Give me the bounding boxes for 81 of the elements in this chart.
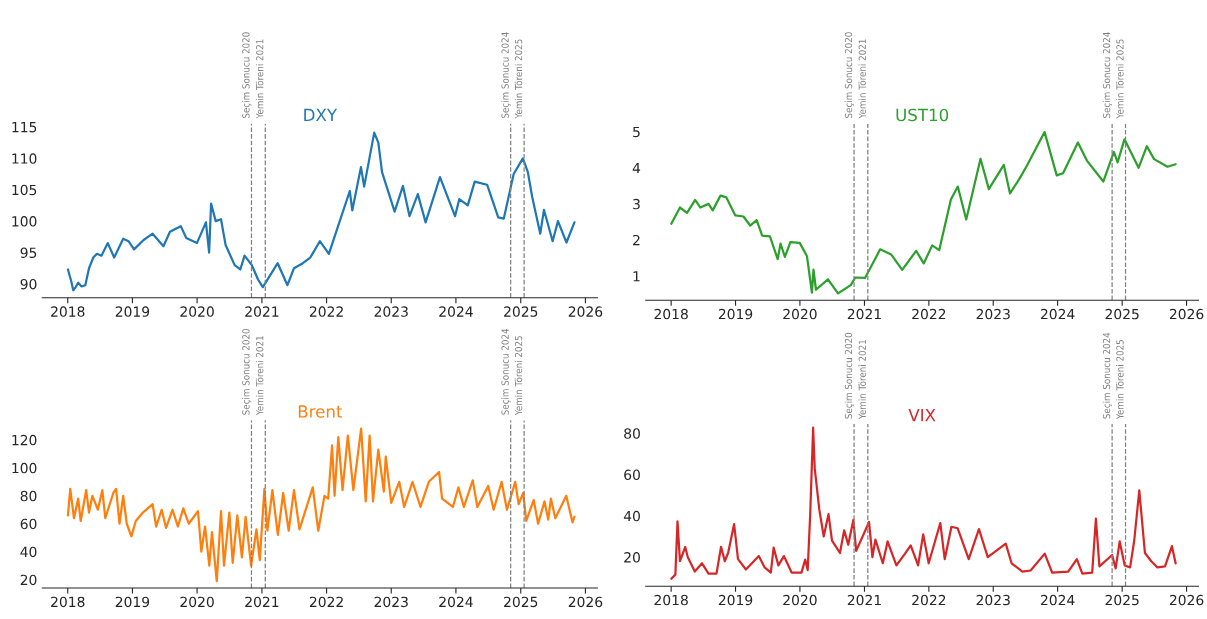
y-tick-label: 4: [632, 162, 641, 174]
x-tick-label: 2020: [180, 596, 214, 608]
x-tick-label: 2021: [847, 308, 881, 320]
ref-line-label: Seçim Sonucu 2024: [501, 32, 511, 118]
x-tick-label: 2023: [976, 594, 1010, 606]
chart-title: DXY: [304, 108, 338, 122]
y-tick-label: 20: [624, 552, 640, 563]
x-tick-label: 2018: [654, 308, 688, 320]
x-tick-label: 2026: [1169, 308, 1204, 320]
y-tick-label: 110: [12, 153, 37, 164]
ref-line-label: Seçim Sonucu 2020: [844, 332, 854, 419]
x-tick-label: 2024: [1040, 308, 1075, 320]
chart-title: VIX: [908, 409, 936, 422]
ref-line-label: Yemin Töreni 2025: [514, 39, 523, 119]
ref-line-label: Yemin Töreni 2021: [858, 340, 866, 420]
x-tick-label: 2021: [245, 596, 279, 608]
x-tick-label: 2022: [912, 594, 946, 606]
x-tick-label: 2022: [309, 596, 343, 608]
y-tick-label: 105: [12, 184, 37, 196]
x-tick-label: 2020: [783, 308, 817, 320]
y-tick-label: 40: [20, 546, 37, 558]
y-tick-label: 60: [624, 469, 640, 481]
x-tick-label: 2020: [180, 306, 214, 317]
ref-line-label: Yemin Töreni 2021: [255, 336, 264, 416]
x-tick-label: 2023: [976, 308, 1010, 320]
y-tick-label: 120: [12, 434, 37, 446]
x-tick-label: 2021: [847, 594, 881, 606]
x-tick-label: 2018: [51, 306, 85, 317]
ref-line-label: Seçim Sonucu 2020: [242, 328, 252, 415]
ref-line-label: Seçim Sonucu 2020: [242, 32, 252, 118]
y-tick-label: 100: [12, 216, 37, 227]
ref-line-label: Yemin Töreni 2021: [858, 39, 866, 119]
chart-title: Brent: [298, 405, 343, 418]
ref-line-label: Yemin Töreni 2025: [1116, 340, 1124, 420]
x-tick-label: 2023: [374, 306, 408, 317]
x-tick-label: 2021: [245, 306, 279, 317]
x-tick-label: 2018: [51, 596, 85, 608]
x-tick-label: 2024: [439, 596, 473, 608]
x-tick-label: 2026: [1169, 594, 1204, 606]
y-tick-label: 2: [633, 234, 640, 246]
y-tick-label: 90: [20, 278, 37, 290]
ref-line-label: Seçim Sonucu 2024: [501, 328, 511, 415]
chart-title: UST10: [896, 108, 949, 122]
x-tick-label: 2026: [568, 596, 603, 608]
y-tick-label: 40: [623, 510, 640, 522]
line-series: [66, 131, 576, 292]
x-tick-label: 2018: [654, 594, 688, 606]
y-tick-label: 95: [20, 247, 37, 258]
line-series: [66, 427, 576, 583]
x-tick-label: 2019: [718, 594, 753, 606]
x-tick-label: 2025: [1105, 308, 1139, 320]
ref-line-label: Yemin Töreni 2025: [514, 336, 523, 416]
x-tick-label: 2024: [439, 306, 473, 317]
line-series: [670, 130, 1177, 295]
y-tick-label: 5: [633, 126, 640, 138]
ref-line-label: Seçim Sonucu 2024: [1102, 332, 1112, 419]
ref-line-label: Yemin Töreni 2025: [1116, 39, 1124, 119]
y-tick-label: 80: [624, 428, 640, 439]
y-tick-label: 60: [20, 518, 37, 530]
x-tick-label: 2023: [374, 596, 408, 608]
y-tick-label: 115: [12, 122, 37, 133]
x-tick-label: 2025: [504, 306, 538, 317]
y-tick-label: 20: [20, 574, 37, 586]
y-tick-label: 3: [633, 198, 640, 210]
x-tick-label: 2025: [1105, 594, 1139, 606]
x-tick-label: 2019: [115, 596, 150, 608]
line-series: [670, 426, 1177, 580]
y-tick-label: 1: [633, 271, 640, 282]
x-tick-label: 2019: [115, 306, 150, 317]
ref-line-label: Yemin Töreni 2021: [255, 39, 264, 119]
x-tick-label: 2024: [1040, 594, 1075, 606]
x-tick-label: 2026: [568, 306, 603, 317]
x-tick-label: 2019: [718, 308, 753, 320]
x-tick-label: 2025: [504, 596, 538, 608]
x-tick-label: 2022: [309, 306, 343, 317]
y-tick-label: 100: [12, 462, 37, 474]
ref-line-label: Seçim Sonucu 2024: [1102, 32, 1112, 118]
x-tick-label: 2022: [912, 308, 946, 320]
y-tick-label: 80: [20, 490, 37, 502]
x-tick-label: 2020: [783, 594, 817, 606]
ref-line-label: Seçim Sonucu 2020: [844, 32, 854, 118]
